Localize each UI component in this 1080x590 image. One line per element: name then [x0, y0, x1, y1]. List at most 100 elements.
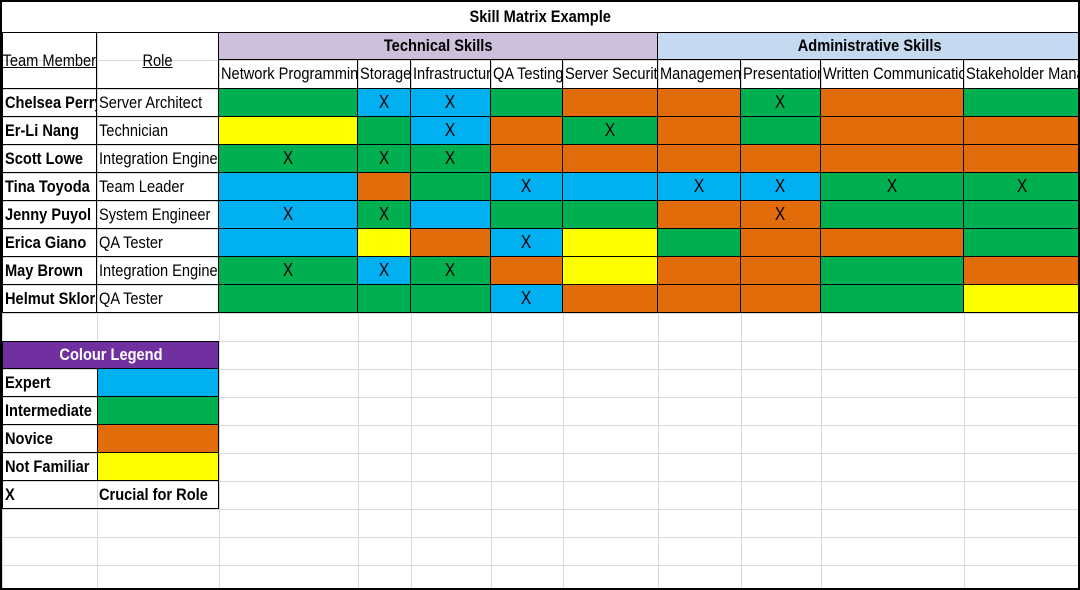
legend-swatch[interactable] [97, 369, 219, 397]
skill-cell[interactable] [821, 229, 964, 257]
legend-crucial-label[interactable]: Crucial for Role [97, 481, 219, 509]
skill-cell[interactable] [411, 173, 491, 201]
row-name[interactable]: Helmut Sklorz [2, 285, 97, 313]
row-name[interactable]: Er-Li Nang [2, 117, 97, 145]
skill-cell[interactable]: X [219, 145, 358, 173]
skill-cell[interactable]: X [411, 117, 491, 145]
header-skill[interactable]: Presentation [741, 60, 821, 89]
skill-cell[interactable] [491, 89, 563, 117]
skill-cell[interactable]: X [741, 201, 821, 229]
skill-cell[interactable] [411, 201, 491, 229]
row-role[interactable]: QA Tester [97, 285, 219, 313]
skill-cell[interactable] [964, 117, 1078, 145]
skill-cell[interactable] [821, 145, 964, 173]
header-team-member[interactable]: Team Member [2, 32, 97, 89]
skill-cell[interactable] [563, 145, 658, 173]
skill-cell[interactable] [658, 117, 741, 145]
skill-cell[interactable] [219, 285, 358, 313]
skill-cell[interactable] [219, 117, 358, 145]
skill-cell[interactable] [411, 229, 491, 257]
legend-label[interactable]: Novice [2, 425, 97, 453]
skill-cell[interactable] [358, 229, 411, 257]
row-role[interactable]: Integration Engineer [97, 257, 219, 285]
skill-cell[interactable]: X [358, 257, 411, 285]
row-role[interactable]: QA Tester [97, 229, 219, 257]
skill-cell[interactable] [964, 285, 1078, 313]
legend-label[interactable]: Intermediate [2, 397, 97, 425]
legend-crucial-symbol[interactable]: X [2, 481, 97, 509]
skill-cell[interactable]: X [219, 201, 358, 229]
header-skill[interactable]: Storage [358, 60, 411, 89]
skill-cell[interactable]: X [358, 89, 411, 117]
row-name[interactable]: May Brown [2, 257, 97, 285]
skill-cell[interactable]: X [358, 201, 411, 229]
skill-cell[interactable] [964, 89, 1078, 117]
skill-cell[interactable] [563, 285, 658, 313]
skill-cell[interactable] [964, 257, 1078, 285]
skill-cell[interactable] [964, 229, 1078, 257]
skill-cell[interactable] [658, 257, 741, 285]
skill-cell[interactable]: X [491, 229, 563, 257]
skill-cell[interactable] [658, 201, 741, 229]
skill-cell[interactable] [563, 89, 658, 117]
header-skill[interactable]: Stakeholder Management [964, 60, 1078, 89]
row-role[interactable]: Team Leader [97, 173, 219, 201]
skill-cell[interactable]: X [741, 173, 821, 201]
legend-title[interactable]: Colour Legend [2, 341, 219, 369]
header-skill[interactable]: Written Communication [821, 60, 964, 89]
skill-cell[interactable] [358, 173, 411, 201]
skill-cell[interactable] [219, 229, 358, 257]
skill-cell[interactable] [821, 285, 964, 313]
sheet-title[interactable]: Skill Matrix Example [469, 7, 611, 26]
row-role[interactable]: Server Architect [97, 89, 219, 117]
row-role[interactable]: Technician [97, 117, 219, 145]
skill-cell[interactable] [411, 285, 491, 313]
row-role[interactable]: System Engineer [97, 201, 219, 229]
skill-cell[interactable]: X [411, 89, 491, 117]
header-skill[interactable]: Management [658, 60, 741, 89]
skill-cell[interactable]: X [491, 285, 563, 313]
skill-cell[interactable] [741, 257, 821, 285]
skill-cell[interactable] [964, 201, 1078, 229]
legend-swatch[interactable] [97, 453, 219, 481]
skill-cell[interactable]: X [358, 145, 411, 173]
skill-cell[interactable] [563, 173, 658, 201]
header-skill[interactable]: Infrastructure [411, 60, 491, 89]
skill-cell[interactable]: X [219, 257, 358, 285]
legend-swatch[interactable] [97, 397, 219, 425]
skill-cell[interactable] [741, 229, 821, 257]
header-skill[interactable]: Network Programming [219, 60, 358, 89]
skill-cell[interactable] [964, 145, 1078, 173]
skill-cell[interactable] [491, 145, 563, 173]
skill-cell[interactable] [491, 201, 563, 229]
skill-cell[interactable] [219, 173, 358, 201]
skill-cell[interactable]: X [563, 117, 658, 145]
skill-cell[interactable] [563, 257, 658, 285]
skill-cell[interactable] [658, 89, 741, 117]
legend-label[interactable]: Expert [2, 369, 97, 397]
row-name[interactable]: Jenny Puyol [2, 201, 97, 229]
header-skill[interactable]: QA Testing [491, 60, 563, 89]
row-name[interactable]: Scott Lowe [2, 145, 97, 173]
legend-swatch[interactable] [97, 425, 219, 453]
skill-cell[interactable] [491, 257, 563, 285]
header-skill[interactable]: Server Security [563, 60, 658, 89]
skill-cell[interactable] [219, 89, 358, 117]
skill-cell[interactable] [563, 201, 658, 229]
header-group-0[interactable]: Technical Skills [219, 32, 658, 60]
skill-cell[interactable]: X [491, 173, 563, 201]
skill-cell[interactable] [741, 145, 821, 173]
skill-cell[interactable] [491, 117, 563, 145]
skill-cell[interactable]: X [411, 145, 491, 173]
legend-label[interactable]: Not Familiar [2, 453, 97, 481]
skill-cell[interactable]: X [741, 89, 821, 117]
header-role[interactable]: Role [97, 32, 219, 89]
skill-cell[interactable] [358, 117, 411, 145]
skill-cell[interactable] [358, 285, 411, 313]
skill-cell[interactable] [658, 285, 741, 313]
header-group-1[interactable]: Administrative Skills [658, 32, 1078, 60]
row-name[interactable]: Erica Giano [2, 229, 97, 257]
skill-cell[interactable] [821, 117, 964, 145]
skill-cell[interactable] [658, 145, 741, 173]
